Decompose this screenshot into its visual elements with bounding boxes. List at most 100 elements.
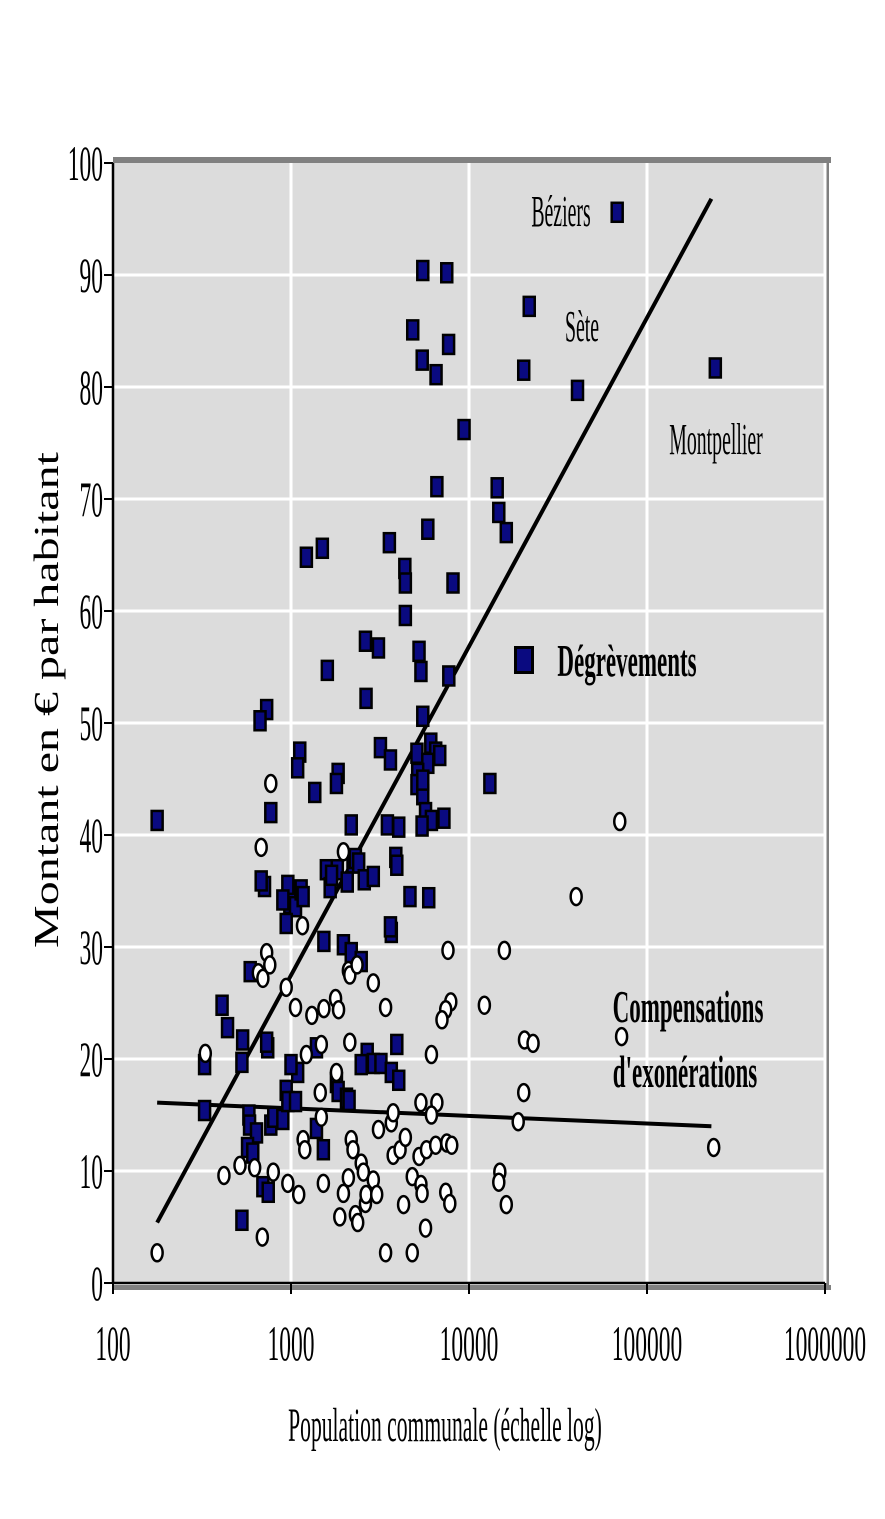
- data-point-compensations: [255, 1227, 270, 1247]
- data-point-compensations: [477, 995, 492, 1015]
- data-point-degrevements: [499, 521, 514, 544]
- data-point-compensations: [445, 1135, 459, 1155]
- x-tick-label: 100: [95, 1315, 131, 1371]
- data-point-degrevements: [383, 749, 398, 771]
- x-tick-label: 100000: [611, 1315, 683, 1371]
- data-point-degrevements: [442, 665, 456, 687]
- data-point-degrevements: [391, 1069, 406, 1092]
- data-point-degrevements: [308, 781, 322, 804]
- data-point-compensations: [415, 1183, 429, 1204]
- data-point-compensations: [435, 1010, 449, 1030]
- data-point-compensations: [441, 940, 455, 961]
- data-point-degrevements: [410, 742, 424, 764]
- y-tick-label: 90: [79, 247, 104, 303]
- data-point-degrevements: [483, 772, 497, 795]
- trendline-degrevements: [155, 197, 714, 1224]
- data-point-compensations: [288, 997, 303, 1018]
- annotation-degrevements: Dégrèvements: [557, 635, 697, 687]
- data-point-compensations: [443, 1193, 457, 1214]
- data-point-degrevements: [253, 710, 267, 732]
- data-point-degrevements: [610, 201, 624, 224]
- data-point-degrevements: [317, 930, 331, 953]
- data-point-compensations: [516, 1082, 531, 1103]
- y-tick-label: 40: [79, 807, 104, 863]
- data-point-compensations: [279, 977, 293, 998]
- data-point-degrevements: [296, 885, 310, 908]
- data-point-degrevements: [391, 816, 406, 838]
- degrevements-legend-marker: [514, 646, 535, 675]
- x-axis-title: Population communale (échelle log): [288, 1399, 602, 1452]
- data-point-compensations: [356, 1162, 371, 1182]
- data-point-compensations: [316, 1173, 331, 1194]
- data-point-degrevements: [380, 814, 395, 836]
- data-point-degrevements: [366, 865, 381, 888]
- data-point-compensations: [492, 1172, 506, 1192]
- plot-shadow-top: [113, 157, 831, 163]
- data-point-degrevements: [441, 333, 456, 356]
- data-point-degrevements: [329, 772, 344, 795]
- data-point-degrevements: [390, 1033, 404, 1056]
- data-point-compensations: [424, 1044, 439, 1065]
- data-point-degrevements: [276, 889, 290, 911]
- data-point-degrevements: [288, 1090, 303, 1113]
- x-tick-label: 1000000: [783, 1315, 867, 1371]
- data-point-degrevements: [708, 357, 723, 379]
- data-point-degrevements: [382, 531, 397, 554]
- data-point-compensations: [314, 1107, 329, 1127]
- data-point-degrevements: [344, 814, 358, 836]
- data-point-compensations: [264, 773, 278, 794]
- data-point-compensations: [281, 1173, 295, 1194]
- data-point-degrevements: [437, 807, 451, 829]
- data-point-compensations: [511, 1111, 525, 1132]
- data-point-degrevements: [490, 477, 504, 499]
- data-point-compensations: [341, 1167, 356, 1188]
- data-point-compensations: [613, 811, 627, 832]
- data-point-compensations: [497, 940, 512, 961]
- data-point-degrevements: [421, 518, 435, 540]
- data-point-compensations: [331, 999, 346, 1020]
- data-point-compensations: [291, 1184, 306, 1205]
- data-point-compensations: [366, 973, 381, 993]
- data-point-compensations: [217, 1165, 231, 1186]
- data-point-degrevements: [433, 744, 447, 767]
- data-point-compensations: [314, 1034, 329, 1055]
- data-point-compensations: [346, 1139, 360, 1160]
- data-point-degrevements: [421, 886, 436, 909]
- data-point-compensations: [247, 1157, 262, 1178]
- y-tick-label: 30: [79, 919, 104, 975]
- y-tick-label: 50: [79, 695, 104, 751]
- data-point-degrevements: [440, 262, 454, 284]
- data-point-compensations: [305, 1005, 319, 1026]
- data-point-compensations: [333, 1207, 347, 1227]
- data-point-degrevements: [320, 659, 335, 682]
- data-point-degrevements: [259, 1031, 274, 1053]
- data-point-degrevements: [415, 815, 429, 837]
- data-point-compensations: [350, 1212, 365, 1233]
- data-point-compensations: [499, 1194, 514, 1215]
- data-point-compensations: [428, 1135, 443, 1155]
- y-tick-label: 0: [91, 1255, 103, 1311]
- data-point-degrevements: [261, 1181, 275, 1204]
- data-point-degrevements: [220, 1016, 235, 1039]
- data-point-degrevements: [342, 1089, 356, 1112]
- data-point-degrevements: [150, 809, 164, 832]
- data-point-degrevements: [235, 1051, 249, 1074]
- annotation-beziers: Béziers: [530, 187, 591, 237]
- data-point-compensations: [386, 1103, 400, 1123]
- data-point-degrevements: [358, 630, 373, 652]
- plot-shadow-bottom: [113, 1285, 831, 1290]
- data-point-degrevements: [390, 854, 404, 876]
- data-point-degrevements: [284, 1053, 298, 1076]
- data-point-compensations: [256, 968, 270, 989]
- data-point-degrevements: [429, 363, 443, 386]
- data-point-degrevements: [279, 912, 293, 935]
- data-point-degrevements: [290, 757, 305, 779]
- data-point-degrevements: [416, 769, 430, 791]
- data-point-degrevements: [412, 640, 426, 663]
- data-point-degrevements: [299, 546, 314, 568]
- data-point-degrevements: [354, 1053, 368, 1076]
- data-point-degrevements: [340, 871, 354, 893]
- data-point-degrevements: [416, 705, 430, 728]
